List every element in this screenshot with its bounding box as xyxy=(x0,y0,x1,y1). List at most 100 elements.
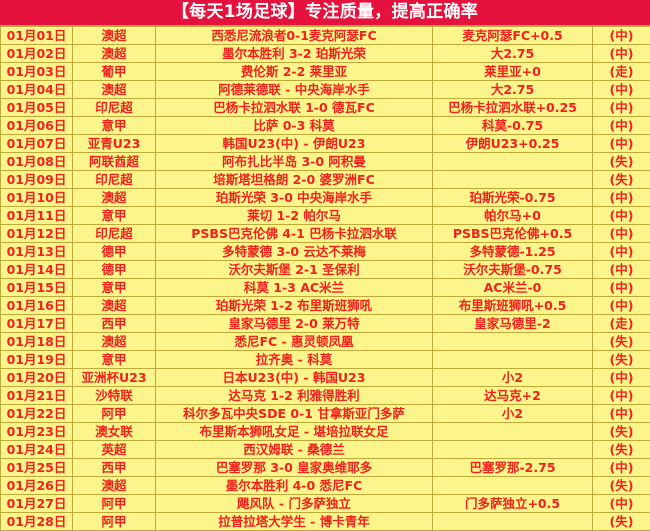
table-row: 01月19日意甲拉齐奥 - 科莫(失) xyxy=(1,351,650,369)
cell-tip: AC米兰-0 xyxy=(433,279,593,297)
cell-match: 西悉尼流浪者0-1麦克阿瑟FC xyxy=(156,27,433,45)
cell-match: 科尔多瓦中央SDE 0-1 甘拿斯亚门多萨 xyxy=(156,405,433,423)
status-badge: (失) xyxy=(593,171,650,189)
status-badge: (失) xyxy=(593,333,650,351)
cell-tip xyxy=(433,351,593,369)
status-badge: (中) xyxy=(593,207,650,225)
cell-league: 意甲 xyxy=(73,117,156,135)
table-row: 01月17日西甲皇家马德里 2-0 莱万特皇家马德里-2(走) xyxy=(1,315,650,333)
cell-tip: 小2 xyxy=(433,405,593,423)
cell-league: 印尼超 xyxy=(73,99,156,117)
table-row: 01月28日阿甲拉普拉塔大学生 - 博卡青年(失) xyxy=(1,513,650,531)
cell-match: 飓风队 - 门多萨独立 xyxy=(156,495,433,513)
cell-match: 巴杨卡拉泗水联 1-0 德瓦FC xyxy=(156,99,433,117)
cell-match: 珀斯光荣 3-0 中央海岸水手 xyxy=(156,189,433,207)
cell-date: 01月18日 xyxy=(1,333,73,351)
cell-match: 比萨 0-3 科莫 xyxy=(156,117,433,135)
cell-tip: 多特蒙德-1.25 xyxy=(433,243,593,261)
status-badge: (中) xyxy=(593,387,650,405)
table-row: 01月22日阿甲科尔多瓦中央SDE 0-1 甘拿斯亚门多萨小2(中) xyxy=(1,405,650,423)
cell-match: 布里斯本狮吼女足 - 堪培拉联女足 xyxy=(156,423,433,441)
status-badge: (中) xyxy=(593,495,650,513)
cell-league: 意甲 xyxy=(73,279,156,297)
cell-date: 01月27日 xyxy=(1,495,73,513)
cell-tip: 沃尔夫斯堡-0.75 xyxy=(433,261,593,279)
cell-match: 拉齐奥 - 科莫 xyxy=(156,351,433,369)
cell-league: 澳超 xyxy=(73,27,156,45)
table-row: 01月10日澳超珀斯光荣 3-0 中央海岸水手珀斯光荣-0.75(中) xyxy=(1,189,650,207)
cell-league: 澳超 xyxy=(73,297,156,315)
cell-league: 印尼超 xyxy=(73,225,156,243)
table-row: 01月02日澳超墨尔本胜利 3-2 珀斯光荣大2.75(中) xyxy=(1,45,650,63)
status-badge: (失) xyxy=(593,351,650,369)
cell-tip xyxy=(433,477,593,495)
cell-date: 01月02日 xyxy=(1,45,73,63)
status-badge: (中) xyxy=(593,81,650,99)
table-row: 01月08日阿联酋超阿布扎比半岛 3-0 阿积曼(失) xyxy=(1,153,650,171)
cell-league: 阿甲 xyxy=(73,495,156,513)
cell-league: 澳超 xyxy=(73,45,156,63)
cell-match: 费伦斯 2-2 莱里亚 xyxy=(156,63,433,81)
status-badge: (失) xyxy=(593,513,650,531)
cell-match: 珀斯光荣 1-2 布里斯班狮吼 xyxy=(156,297,433,315)
football-tips-page: 【每天1场足球】专注质量，提高正确率 01月01日澳超西悉尼流浪者0-1麦克阿瑟… xyxy=(0,0,650,511)
cell-match: 墨尔本胜利 4-0 悉尼FC xyxy=(156,477,433,495)
status-badge: (中) xyxy=(593,369,650,387)
table-row: 01月16日澳超珀斯光荣 1-2 布里斯班狮吼布里斯班狮吼+0.5(中) xyxy=(1,297,650,315)
table-row: 01月04日澳超阿德莱德联 - 中央海岸水手大2.75(中) xyxy=(1,81,650,99)
cell-date: 01月12日 xyxy=(1,225,73,243)
cell-league: 德甲 xyxy=(73,243,156,261)
table-row: 01月26日澳超墨尔本胜利 4-0 悉尼FC(失) xyxy=(1,477,650,495)
cell-match: 巴塞罗那 3-0 皇家奥维耶多 xyxy=(156,459,433,477)
status-badge: (中) xyxy=(593,243,650,261)
cell-match: 沃尔夫斯堡 2-1 圣保利 xyxy=(156,261,433,279)
cell-league: 德甲 xyxy=(73,261,156,279)
cell-league: 亚洲杯U23 xyxy=(73,369,156,387)
cell-date: 01月07日 xyxy=(1,135,73,153)
cell-date: 01月04日 xyxy=(1,81,73,99)
cell-tip: 门多萨独立+0.5 xyxy=(433,495,593,513)
status-badge: (中) xyxy=(593,117,650,135)
cell-match: 阿德莱德联 - 中央海岸水手 xyxy=(156,81,433,99)
status-badge: (失) xyxy=(593,423,650,441)
cell-tip: 巴塞罗那-2.75 xyxy=(433,459,593,477)
table-row: 01月09日印尼超培斯塔坦格朗 2-0 婆罗洲FC(失) xyxy=(1,171,650,189)
table-row: 01月21日沙特联达马克 1-2 利雅得胜利达马克+2(中) xyxy=(1,387,650,405)
table-row: 01月13日德甲多特蒙德 3-0 云达不莱梅多特蒙德-1.25(中) xyxy=(1,243,650,261)
page-title: 【每天1场足球】专注质量，提高正确率 xyxy=(0,0,650,26)
status-badge: (失) xyxy=(593,441,650,459)
cell-date: 01月26日 xyxy=(1,477,73,495)
cell-date: 01月06日 xyxy=(1,117,73,135)
status-badge: (走) xyxy=(593,315,650,333)
cell-match: 拉普拉塔大学生 - 博卡青年 xyxy=(156,513,433,531)
cell-date: 01月05日 xyxy=(1,99,73,117)
cell-tip xyxy=(433,513,593,531)
cell-date: 01月11日 xyxy=(1,207,73,225)
cell-date: 01月22日 xyxy=(1,405,73,423)
table-row: 01月14日德甲沃尔夫斯堡 2-1 圣保利沃尔夫斯堡-0.75(中) xyxy=(1,261,650,279)
cell-tip: 伊朗U23+0.25 xyxy=(433,135,593,153)
table-row: 01月06日意甲比萨 0-3 科莫科莫-0.75(中) xyxy=(1,117,650,135)
cell-date: 01月08日 xyxy=(1,153,73,171)
table-row: 01月25日西甲巴塞罗那 3-0 皇家奥维耶多巴塞罗那-2.75(中) xyxy=(1,459,650,477)
cell-league: 意甲 xyxy=(73,207,156,225)
table-row: 01月11日意甲莱切 1-2 帕尔马帕尔马+0(中) xyxy=(1,207,650,225)
status-badge: (中) xyxy=(593,405,650,423)
cell-league: 印尼超 xyxy=(73,171,156,189)
cell-date: 01月14日 xyxy=(1,261,73,279)
cell-tip: 达马克+2 xyxy=(433,387,593,405)
cell-league: 阿联酋超 xyxy=(73,153,156,171)
cell-tip: 珀斯光荣-0.75 xyxy=(433,189,593,207)
cell-date: 01月10日 xyxy=(1,189,73,207)
cell-league: 英超 xyxy=(73,441,156,459)
cell-tip: 大2.75 xyxy=(433,81,593,99)
cell-tip xyxy=(433,171,593,189)
cell-match: 达马克 1-2 利雅得胜利 xyxy=(156,387,433,405)
cell-tip: 麦克阿瑟FC+0.5 xyxy=(433,27,593,45)
cell-league: 西甲 xyxy=(73,459,156,477)
cell-date: 01月17日 xyxy=(1,315,73,333)
